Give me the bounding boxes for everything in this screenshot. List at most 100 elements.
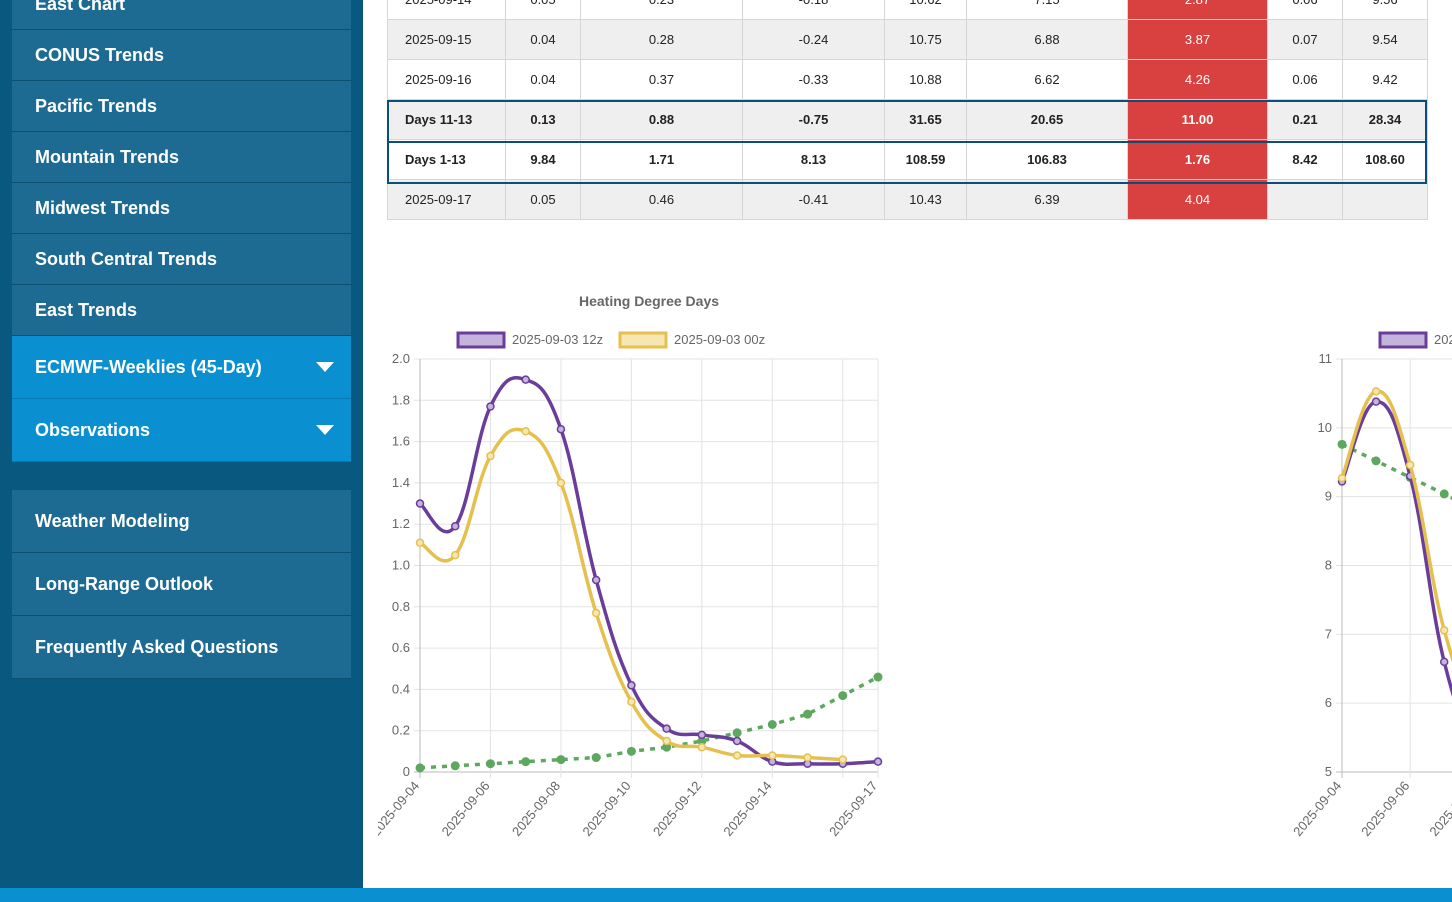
data-point [697,742,707,752]
table-row: 2025-09-17 0.05 0.46 -0.41 10.43 6.39 4.04 [387,179,1428,220]
table-cell: 0.07 [1267,19,1343,60]
table-row: 2025-09-15 0.04 0.28 -0.24 10.75 6.88 3.87 0.07… [387,19,1428,60]
table-cell: 2.87 [1127,0,1268,20]
data-point [486,451,495,461]
data-point [662,736,671,746]
data-point [662,724,671,733]
legend-label: 2025-09-03 00z [674,332,765,347]
y-tick-label: 10 [1318,420,1332,435]
sidebar-item-conus-trends[interactable]: CONUS Trends [12,30,351,81]
table-cell: 1.76 [1127,139,1268,180]
legend-swatch [618,331,668,349]
table-cell: 20.65 [966,99,1128,140]
hdd-chart: Heating Degree Days 2025-09-03 12z 2025-09… [378,293,883,839]
table-cell: 8.42 [1267,139,1343,180]
sidebar-item-label: ECMWF-Weeklies (45-Day) [35,356,262,377]
sidebar-item-label: South Central Trends [35,248,218,269]
x-tick-label: 2025-09-06 [439,778,493,839]
data-point [1371,456,1381,466]
x-tick-label: 2025-09-12 [650,778,704,839]
table-cell [1342,179,1428,220]
y-tick-label: 5 [1325,764,1332,779]
sidebar-item-ecmwf-weeklies[interactable]: ECMWF-Weeklies (45-Day) [12,336,351,399]
table-cell: -0.18 [742,0,885,20]
data-point [556,755,566,765]
table-cell: 0.05 [505,179,581,220]
table-cell: 28.34 [1342,99,1428,140]
table-cell: 10.43 [884,179,967,220]
data-point [838,691,848,701]
sidebar-nav-bottom: Weather Modeling Long-Range Outlook Freq… [12,490,351,679]
data-point [627,697,636,707]
data-point [1371,387,1381,396]
table-cell: 0.37 [580,59,743,100]
y-tick-label: 6 [1325,695,1332,710]
sidebar-item-faq[interactable]: Frequently Asked Questions [12,616,351,679]
data-point [662,742,672,752]
table-cell: 7.15 [966,0,1128,20]
data-point [1405,460,1415,470]
table-cell: -0.75 [742,99,885,140]
table-cell: 108.59 [884,139,967,180]
sidebar-item-label: East Trends [35,299,138,320]
sidebar-item-east-trends[interactable]: East Trends [12,285,351,336]
table-cell-label: Days 1-13 [387,139,506,180]
y-tick-label: 1.2 [392,516,410,531]
table-row: 2025-09-140.050.23-0.1810.627.152.870.06… [387,0,1428,20]
table-cell: 0.28 [580,19,743,60]
table-cell: 10.75 [884,19,967,60]
data-point [591,753,601,763]
sidebar-item-label: Midwest Trends [35,197,171,218]
x-tick-label: 2025-09-06 [1358,778,1412,839]
y-tick-label: 0.4 [392,681,410,696]
sidebar-item-east-chart[interactable]: East Chart [12,0,351,30]
x-tick-label: 2025-09-14 [720,778,774,839]
table-cell-label: Days 11-13 [387,99,506,140]
data-point [1337,439,1347,449]
data-point [556,478,566,488]
sidebar-item-label: Frequently Asked Questions [35,636,279,657]
y-tick-label: 0 [403,764,410,779]
data-point [415,499,425,508]
data-point [627,681,636,690]
table-cell: 0.06 [1267,59,1343,100]
y-tick-label: 1.0 [392,558,410,573]
sidebar-item-label: Observations [35,419,151,440]
data-point [556,424,566,434]
data-point [591,575,601,585]
y-tick-label: 9 [1325,489,1332,504]
table-cell: 3.87 [1127,19,1268,60]
sidebar-item-mountain-trends[interactable]: Mountain Trends [12,132,351,183]
table-cell: 6.39 [966,179,1128,220]
series-line-trend [1341,442,1452,500]
data-point [486,402,495,411]
table-cell: 9.42 [1342,59,1428,100]
table-cell: 9.84 [505,139,581,180]
data-point [873,757,883,766]
y-tick-label: 1.4 [392,475,410,490]
table-cell: 11.00 [1127,99,1268,140]
legend-label: 2025-09-03 12z [1434,332,1452,347]
y-tick-label: 2.0 [392,351,410,366]
table-cell: 0.21 [1267,99,1343,140]
sidebar-item-midwest-trends[interactable]: Midwest Trends [12,183,351,234]
sidebar-item-label: CONUS Trends [35,44,165,65]
table-cell-label: 2025-09-14 [387,0,506,20]
data-point [1337,473,1347,483]
sidebar-item-label: East Chart [35,0,126,14]
table-cell: 106.83 [966,139,1128,180]
sidebar-item-long-range-outlook[interactable]: Long-Range Outlook [12,553,351,616]
sidebar-item-weather-modeling[interactable]: Weather Modeling [12,490,351,553]
sidebar-item-south-central-trends[interactable]: South Central Trends [12,234,351,285]
table-cell: 0.88 [580,99,743,140]
table-cell-label: 2025-09-16 [387,59,506,100]
table-cell: 1.71 [580,139,743,180]
data-point [450,522,460,531]
sidebar-item-pacific-trends[interactable]: Pacific Trends [12,81,351,132]
data-point [1439,489,1449,499]
y-tick-label: 0.6 [392,640,410,655]
y-tick-label: 1.6 [392,434,410,449]
sidebar-item-observations[interactable]: Observations [12,399,351,462]
table-cell [1267,179,1343,220]
